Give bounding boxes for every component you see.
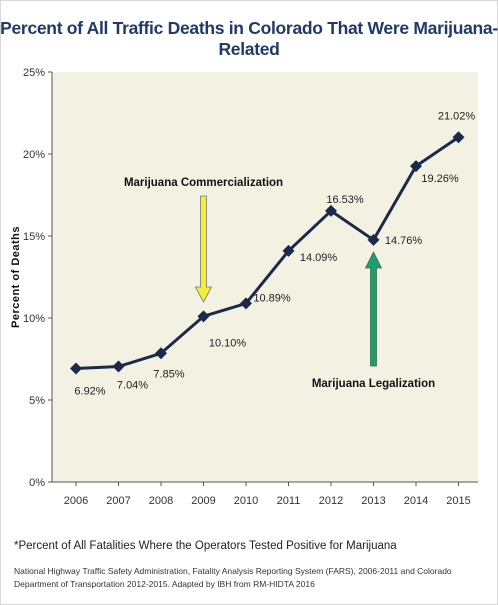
- annotations: Marijuana Commercialization Marijuana Leg…: [124, 177, 435, 390]
- axes: [51, 72, 478, 483]
- data-label: 21.02%: [438, 110, 476, 122]
- data-point: [325, 204, 337, 217]
- data-labels: 6.92% 7.04% 7.85% 10.10% 10.89% 14.09% 16.53% 1…: [74, 110, 475, 397]
- data-point: [155, 347, 167, 360]
- x-tick-label: 2014: [404, 495, 428, 507]
- y-tick-label: 25%: [23, 67, 45, 79]
- y-tick-label: 5%: [29, 395, 45, 407]
- commercialization-arrow: [194, 195, 213, 303]
- x-axis-ticks: 2006 2007 2008 2009 2010 2011 2012 2013 2014 2015: [64, 482, 471, 507]
- x-tick-label: 2006: [64, 495, 88, 507]
- data-point: [410, 160, 422, 173]
- data-point: [112, 360, 125, 373]
- series-line: [75, 136, 460, 371]
- data-label: 10.10%: [209, 337, 247, 349]
- data-point: [452, 131, 465, 144]
- data-point: [70, 362, 82, 375]
- y-tick-label: 10%: [23, 313, 45, 325]
- line-chart: 0% 5% 10% 15% 20% 25% 2006 2007 2008 2009 2010 201…: [10, 67, 478, 507]
- data-points: [70, 131, 465, 375]
- y-tick-label: 20%: [23, 149, 45, 161]
- data-label: 6.92%: [74, 386, 105, 398]
- source-note: National Highway Traffic Safety Administ…: [14, 566, 452, 589]
- data-point: [367, 233, 380, 246]
- x-tick-label: 2007: [106, 495, 130, 507]
- x-tick-label: 2015: [446, 495, 470, 507]
- x-tick-label: 2009: [191, 495, 215, 507]
- x-tick-label: 2008: [149, 495, 173, 507]
- x-tick-label: 2012: [319, 495, 343, 507]
- data-label: 19.26%: [421, 173, 459, 185]
- data-label: 10.89%: [253, 292, 291, 304]
- legalization-arrow: [364, 251, 383, 367]
- y-axis-label: Percent of Deaths: [10, 226, 22, 328]
- chart-title: Percent of All Traffic Deaths in Colorad…: [0, 18, 498, 59]
- data-label: 7.04%: [117, 380, 148, 392]
- data-point: [282, 244, 295, 257]
- y-tick-label: 15%: [23, 231, 45, 243]
- data-label: 14.09%: [300, 252, 338, 264]
- y-tick-label: 0%: [29, 477, 45, 489]
- data-label: 14.76%: [385, 235, 423, 247]
- footnote: *Percent of All Fatalities Where the Ope…: [14, 540, 397, 552]
- annotation-commercialization-label: Marijuana Commercialization: [124, 177, 283, 189]
- x-tick-label: 2011: [277, 495, 301, 507]
- data-label: 16.53%: [326, 194, 364, 206]
- annotation-legalization-label: Marijuana Legalization: [312, 378, 435, 390]
- x-tick-label: 2013: [361, 495, 385, 507]
- y-axis-ticks: 0% 5% 10% 15% 20% 25%: [23, 67, 52, 489]
- data-point: [240, 297, 252, 310]
- data-label: 7.85%: [153, 368, 184, 380]
- data-point: [197, 310, 210, 323]
- plot-area: [52, 72, 478, 482]
- x-tick-label: 2010: [234, 495, 258, 507]
